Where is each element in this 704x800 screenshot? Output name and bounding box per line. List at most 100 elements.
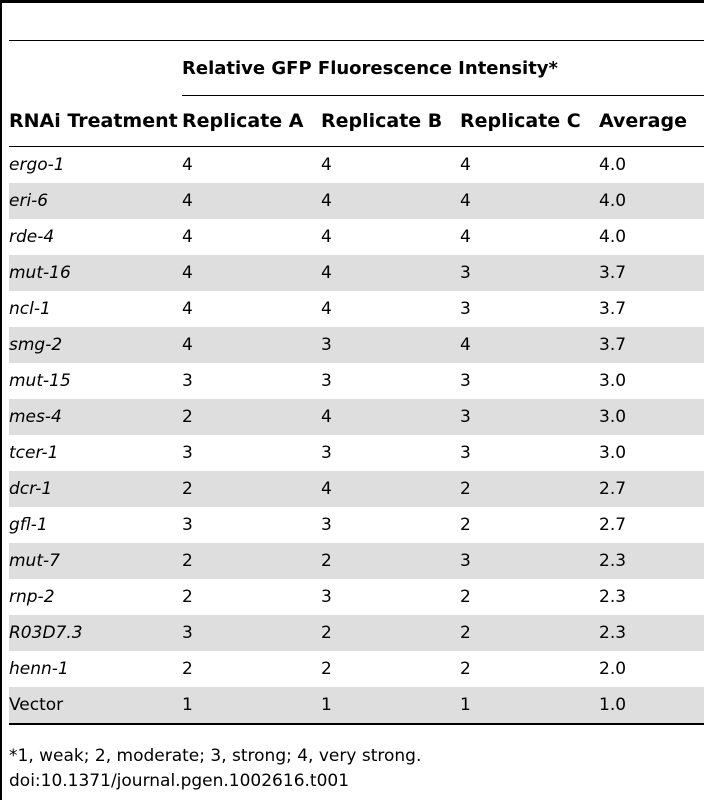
table-row: mut-16 4 4 3 3.7 (9, 255, 704, 291)
cell-replicate-a: 3 (182, 515, 193, 535)
cell-treatment: rde-4 (9, 227, 55, 247)
table-container: Relative GFP Fluorescence Intensity* RNA… (9, 40, 704, 725)
cell-treatment: mut-7 (9, 543, 182, 579)
group-header-row: Relative GFP Fluorescence Intensity* (9, 41, 704, 96)
table-row: ergo-1 4 4 4 4.0 (9, 147, 704, 184)
cell-replicate-c: 4 (460, 327, 599, 363)
table-top-rule (9, 40, 704, 41)
cell-replicate-a: 4 (182, 227, 193, 247)
cell-average: 3.0 (599, 371, 627, 391)
cell-replicate-c: 3 (460, 371, 471, 391)
cell-average: 4.0 (599, 183, 704, 219)
cell-replicate-b: 4 (321, 255, 460, 291)
cell-replicate-a: 4 (182, 327, 321, 363)
cell-replicate-b: 3 (321, 587, 332, 607)
cell-replicate-c: 4 (460, 183, 599, 219)
cell-treatment: ergo-1 (9, 155, 65, 175)
cell-replicate-a: 2 (182, 587, 193, 607)
cell-replicate-a: 3 (182, 443, 193, 463)
table-row: rde-4 4 4 4 4.0 (9, 219, 704, 255)
cell-replicate-b: 3 (321, 327, 460, 363)
cell-average: 3.0 (599, 399, 704, 435)
col-header-replicate-a: Replicate A (182, 95, 321, 147)
cell-average: 3.7 (599, 327, 704, 363)
cell-treatment: henn-1 (9, 659, 69, 679)
cell-treatment: rnp-2 (9, 587, 55, 607)
col-header-replicate-b: Replicate B (321, 95, 460, 147)
cell-average: 4.0 (599, 227, 627, 247)
cell-replicate-b: 1 (321, 687, 460, 723)
cell-treatment: dcr-1 (9, 471, 182, 507)
gfp-intensity-table: Relative GFP Fluorescence Intensity* RNA… (9, 41, 704, 723)
cell-treatment: Vector (9, 687, 182, 723)
cell-replicate-c: 3 (460, 255, 599, 291)
table-row: mut-7 2 2 3 2.3 (9, 543, 704, 579)
cell-replicate-a: 4 (182, 299, 193, 319)
cell-replicate-c: 3 (460, 443, 471, 463)
cell-replicate-b: 4 (321, 183, 460, 219)
cell-average: 2.3 (599, 587, 627, 607)
cell-replicate-a: 3 (182, 615, 321, 651)
cell-replicate-b: 3 (321, 515, 332, 535)
cell-replicate-c: 3 (460, 299, 471, 319)
cell-replicate-c: 3 (460, 399, 599, 435)
cell-average: 2.3 (599, 543, 704, 579)
left-border (0, 0, 2, 800)
cell-average: 1.0 (599, 687, 704, 723)
cell-treatment: tcer-1 (9, 443, 59, 463)
top-rule (0, 0, 704, 3)
col-header-replicate-c: Replicate C (460, 95, 599, 147)
cell-replicate-b: 2 (321, 659, 332, 679)
cell-replicate-c: 1 (460, 687, 599, 723)
table-row: smg-2 4 3 4 3.7 (9, 327, 704, 363)
table-body: ergo-1 4 4 4 4.0 eri-6 4 4 4 4.0 rde-4 4 4 4 4.0 mut-16… (9, 147, 704, 723)
footnote-text: *1, weak; 2, moderate; 3, strong; 4, ver… (9, 746, 422, 766)
cell-replicate-b: 3 (321, 371, 332, 391)
cell-treatment: eri-6 (9, 183, 182, 219)
table-row: tcer-1 3 3 3 3.0 (9, 435, 704, 471)
table-bottom-rule (9, 723, 704, 725)
cell-treatment: ncl-1 (9, 299, 51, 319)
cell-average: 2.7 (599, 515, 627, 535)
cell-average: 4.0 (599, 155, 627, 175)
cell-replicate-b: 4 (321, 399, 460, 435)
cell-replicate-c: 4 (460, 155, 471, 175)
cell-replicate-a: 4 (182, 255, 321, 291)
cell-replicate-b: 4 (321, 155, 332, 175)
cell-replicate-a: 2 (182, 659, 193, 679)
column-header-row: RNAi Treatment Replicate A Replicate B R… (9, 95, 704, 147)
cell-replicate-b: 4 (321, 227, 332, 247)
cell-treatment: gfl-1 (9, 515, 48, 535)
cell-replicate-b: 4 (321, 299, 332, 319)
cell-replicate-a: 1 (182, 687, 321, 723)
table-row: ncl-1 4 4 3 3.7 (9, 291, 704, 327)
cell-average: 2.0 (599, 659, 627, 679)
table-row: R03D7.3 3 2 2 2.3 (9, 615, 704, 651)
cell-average: 2.7 (599, 471, 704, 507)
cell-average: 2.3 (599, 615, 704, 651)
cell-replicate-c: 2 (460, 471, 599, 507)
cell-treatment: mut-15 (9, 371, 71, 391)
table-row: henn-1 2 2 2 2.0 (9, 651, 704, 687)
col-header-treatment: RNAi Treatment (9, 95, 182, 147)
table-row: dcr-1 2 4 2 2.7 (9, 471, 704, 507)
cell-replicate-b: 3 (321, 443, 332, 463)
cell-replicate-b: 2 (321, 543, 460, 579)
group-header-label: Relative GFP Fluorescence Intensity* (182, 41, 704, 96)
table-row: Vector 1 1 1 1.0 (9, 687, 704, 723)
table-row: mes-4 2 4 3 3.0 (9, 399, 704, 435)
cell-replicate-b: 2 (321, 615, 460, 651)
table-footnote: *1, weak; 2, moderate; 3, strong; 4, ver… (9, 744, 421, 794)
table-row: rnp-2 2 3 2 2.3 (9, 579, 704, 615)
cell-replicate-a: 2 (182, 543, 321, 579)
cell-treatment: mes-4 (9, 399, 182, 435)
cell-replicate-c: 3 (460, 543, 599, 579)
cell-replicate-c: 4 (460, 227, 471, 247)
doi-text: doi:10.1371/journal.pgen.1002616.t001 (9, 771, 350, 791)
cell-replicate-a: 2 (182, 399, 321, 435)
cell-treatment: mut-16 (9, 255, 182, 291)
cell-average: 3.0 (599, 443, 627, 463)
cell-average: 3.7 (599, 299, 627, 319)
group-header-empty (9, 41, 182, 96)
table-row: mut-15 3 3 3 3.0 (9, 363, 704, 399)
